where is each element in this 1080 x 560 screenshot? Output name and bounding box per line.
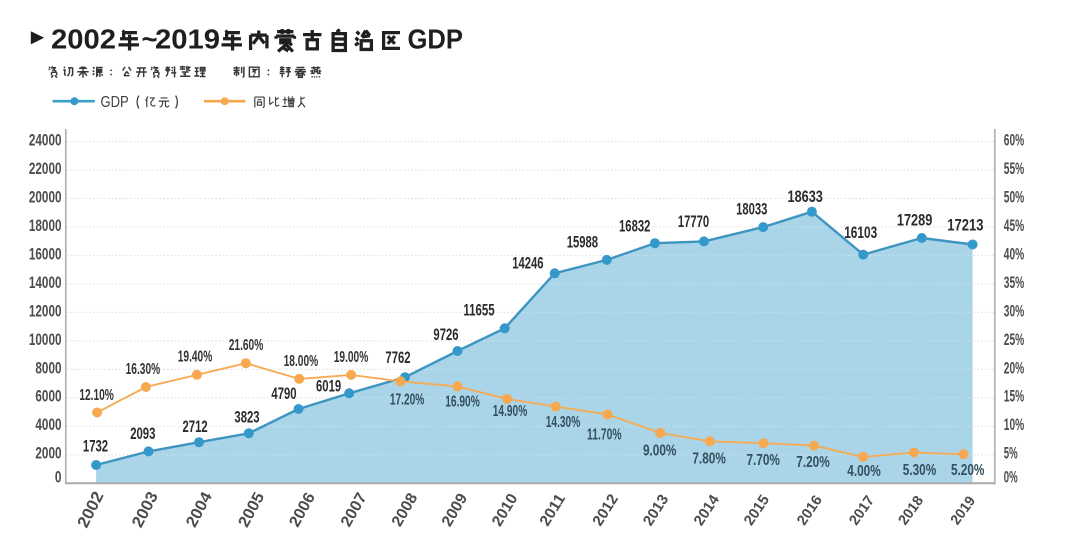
svg-text:45%: 45% xyxy=(1004,217,1025,235)
svg-text:1732: 1732 xyxy=(83,437,108,456)
svg-text:18000: 18000 xyxy=(29,217,62,235)
svg-text:16832: 16832 xyxy=(619,217,650,236)
svg-text:7762: 7762 xyxy=(385,348,410,367)
svg-text:3823: 3823 xyxy=(234,407,259,426)
svg-text:7.70%: 7.70% xyxy=(746,452,780,469)
svg-text:11.70%: 11.70% xyxy=(587,426,622,443)
svg-text:30%: 30% xyxy=(1004,302,1025,320)
svg-text:10000: 10000 xyxy=(29,331,62,349)
svg-text:2000: 2000 xyxy=(35,445,61,463)
svg-text:55%: 55% xyxy=(1004,160,1025,178)
svg-text:2019: 2019 xyxy=(155,23,220,54)
svg-text:18633: 18633 xyxy=(788,187,823,206)
svg-text:19.00%: 19.00% xyxy=(334,349,369,366)
svg-text:0: 0 xyxy=(55,468,62,486)
svg-text:15988: 15988 xyxy=(567,232,598,251)
svg-text:60%: 60% xyxy=(1004,131,1025,149)
svg-text:50%: 50% xyxy=(1004,188,1025,206)
svg-text:16.30%: 16.30% xyxy=(126,361,161,378)
svg-text:4790: 4790 xyxy=(271,384,296,403)
svg-text:24000: 24000 xyxy=(29,131,62,149)
svg-text:16000: 16000 xyxy=(29,245,62,263)
svg-text:12000: 12000 xyxy=(29,302,62,320)
svg-text:35%: 35% xyxy=(1004,274,1025,292)
svg-text:4.00%: 4.00% xyxy=(847,463,881,480)
svg-text:20000: 20000 xyxy=(29,188,62,206)
svg-text:GDP: GDP xyxy=(101,94,129,111)
svg-text:40%: 40% xyxy=(1004,245,1025,263)
svg-text:6000: 6000 xyxy=(35,388,61,406)
svg-text:5.20%: 5.20% xyxy=(951,462,985,479)
svg-text:18.00%: 18.00% xyxy=(284,353,319,370)
svg-text:17770: 17770 xyxy=(678,212,709,231)
svg-text:2093: 2093 xyxy=(130,424,155,443)
svg-text:22000: 22000 xyxy=(29,160,62,178)
svg-text:GDP: GDP xyxy=(408,23,464,54)
svg-text:16103: 16103 xyxy=(844,223,877,242)
svg-text:4000: 4000 xyxy=(35,416,61,434)
svg-text:7.20%: 7.20% xyxy=(796,454,830,471)
svg-text:7.80%: 7.80% xyxy=(692,451,726,468)
svg-text:9.00%: 9.00% xyxy=(643,442,677,459)
svg-text:17213: 17213 xyxy=(947,215,983,234)
svg-text:17289: 17289 xyxy=(897,210,932,229)
svg-text:15%: 15% xyxy=(1004,388,1025,406)
svg-text:14000: 14000 xyxy=(29,274,62,292)
svg-text:8000: 8000 xyxy=(35,359,61,377)
svg-text:5.30%: 5.30% xyxy=(903,462,937,479)
svg-text:2712: 2712 xyxy=(183,417,208,436)
svg-text:19.40%: 19.40% xyxy=(178,349,213,366)
svg-text:25%: 25% xyxy=(1004,331,1025,349)
svg-text:18033: 18033 xyxy=(736,199,767,218)
svg-text:9726: 9726 xyxy=(433,325,458,344)
svg-text:21.60%: 21.60% xyxy=(229,337,264,354)
svg-text:10%: 10% xyxy=(1004,416,1025,434)
svg-text:16.90%: 16.90% xyxy=(445,394,480,411)
svg-text:0%: 0% xyxy=(1004,468,1018,486)
svg-text:2002: 2002 xyxy=(51,23,116,54)
svg-text:17.20%: 17.20% xyxy=(390,392,425,409)
svg-text:6019: 6019 xyxy=(316,376,341,395)
svg-text:5%: 5% xyxy=(1004,445,1018,463)
svg-text:14.90%: 14.90% xyxy=(493,403,528,420)
svg-text:11655: 11655 xyxy=(463,300,494,319)
svg-text:12.10%: 12.10% xyxy=(79,387,114,404)
svg-text:~: ~ xyxy=(142,23,158,54)
svg-text:14246: 14246 xyxy=(512,254,543,273)
svg-text:14.30%: 14.30% xyxy=(546,414,581,431)
svg-text:20%: 20% xyxy=(1004,359,1025,377)
